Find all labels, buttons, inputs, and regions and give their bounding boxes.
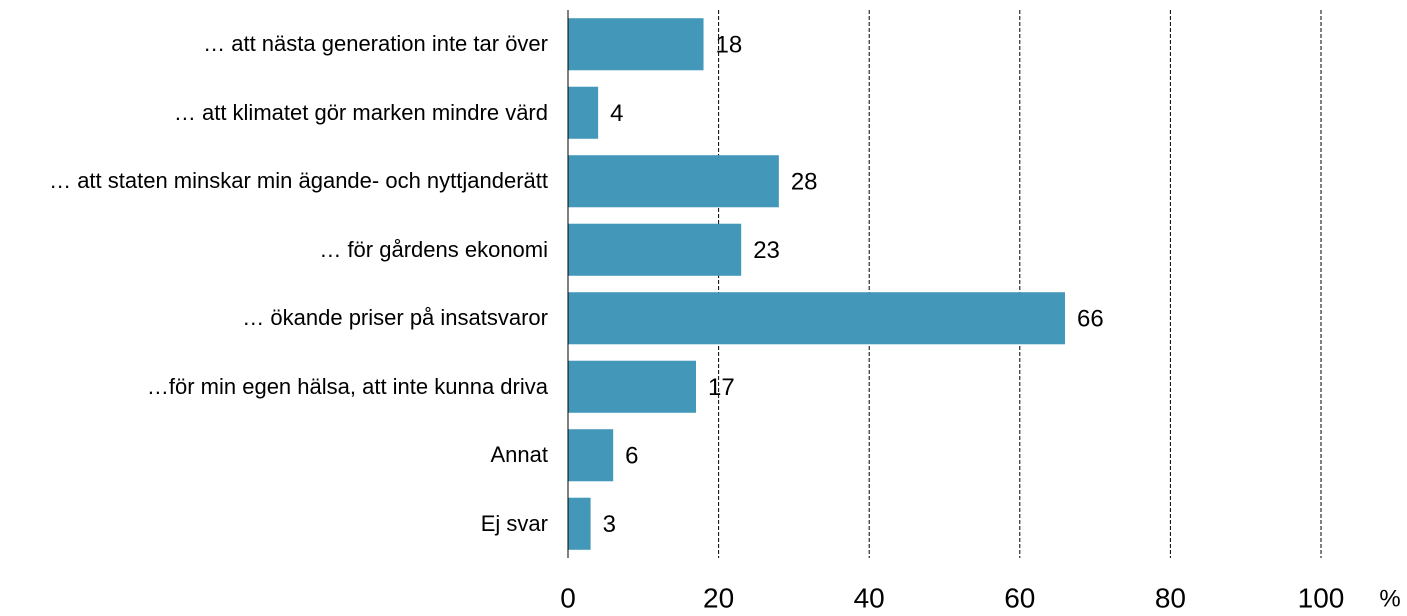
bar <box>568 497 591 550</box>
bar <box>568 155 779 208</box>
y-tick-label: … ökande priser på insatsvaror <box>242 305 548 331</box>
bar <box>568 429 614 482</box>
bar <box>568 360 697 413</box>
value-label: 3 <box>603 511 616 538</box>
x-tick-label: 100 <box>1298 582 1345 613</box>
value-label: 6 <box>625 443 638 470</box>
y-tick-label: … för gårdens ekonomi <box>319 236 548 262</box>
y-tick-label: … att nästa generation inte tar över <box>203 31 548 57</box>
value-label: 18 <box>716 32 743 59</box>
y-tick-label: Annat <box>490 442 549 468</box>
x-tick-label: 80 <box>1155 582 1186 613</box>
value-label: 4 <box>610 100 623 127</box>
bar <box>568 18 704 71</box>
y-tick-label: … att klimatet gör marken mindre värd <box>173 99 548 125</box>
x-tick-label: 0 <box>560 582 576 613</box>
value-label: 17 <box>708 374 735 401</box>
x-tick-label: 60 <box>1004 582 1035 613</box>
x-tick-label: 20 <box>703 582 734 613</box>
y-tick-label: … att staten minskar min ägande- och nyt… <box>49 168 548 194</box>
value-label: 23 <box>753 237 780 264</box>
bar <box>568 86 599 139</box>
bar <box>568 292 1065 345</box>
bar <box>568 223 742 276</box>
y-tick-label: …för min egen hälsa, att inte kunna driv… <box>146 373 548 399</box>
value-label: 66 <box>1077 306 1104 333</box>
value-label: 28 <box>791 169 818 196</box>
x-tick-label: 40 <box>854 582 885 613</box>
y-tick-label: Ej svar <box>480 510 548 536</box>
x-axis-label: % <box>1379 585 1400 612</box>
